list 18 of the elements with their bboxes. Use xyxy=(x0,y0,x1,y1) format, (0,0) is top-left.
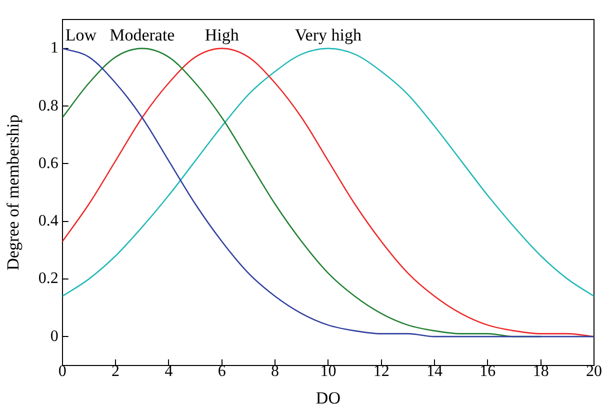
y-tick-label: 1 xyxy=(50,40,58,57)
y-tick-label: 0.2 xyxy=(38,270,58,288)
series-label: Low xyxy=(65,25,98,44)
x-tick-label: 10 xyxy=(320,363,336,380)
series-label: Very high xyxy=(294,25,362,44)
y-tick-label: 0.8 xyxy=(38,97,58,114)
series-label: High xyxy=(204,25,240,44)
y-axis-title: Degree of membership xyxy=(4,114,23,270)
x-axis-title: DO xyxy=(316,388,340,408)
series-label: Moderate xyxy=(110,25,175,44)
x-tick-label: 8 xyxy=(271,363,280,380)
x-tick-label: 20 xyxy=(586,363,602,380)
x-tick-label: 18 xyxy=(532,363,549,380)
y-tick-label: 0.6 xyxy=(38,154,58,172)
x-tick-label: 4 xyxy=(164,363,173,380)
x-tick-label: 14 xyxy=(426,363,443,380)
y-tick-label: 0.4 xyxy=(38,212,58,230)
y-tick-label: 0 xyxy=(50,328,58,345)
